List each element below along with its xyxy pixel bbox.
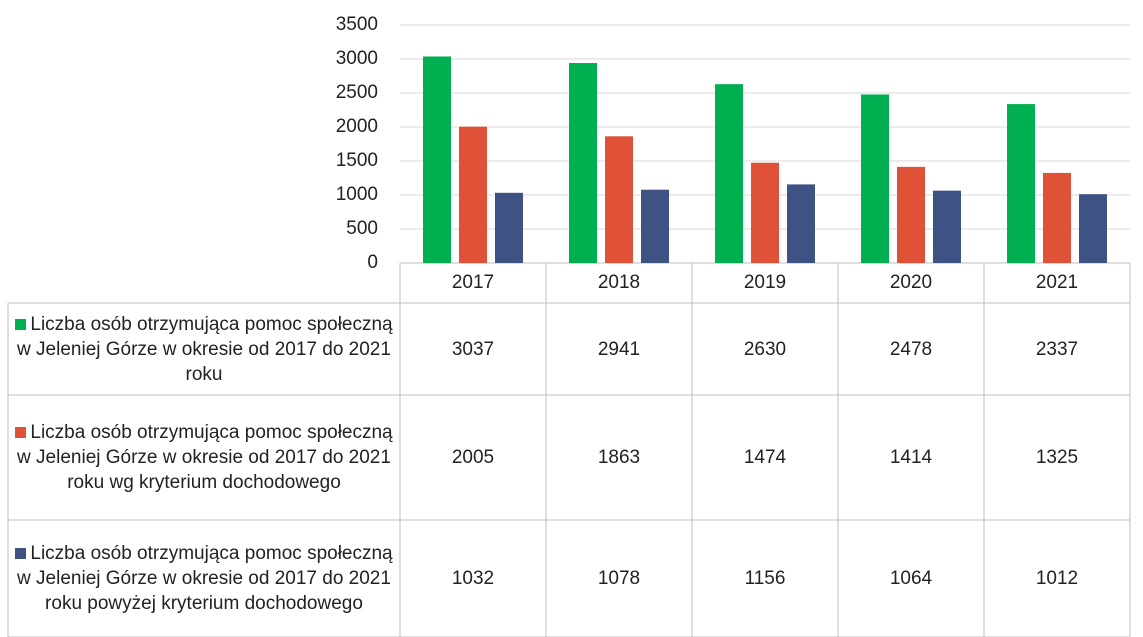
y-tick-label: 1500 <box>336 150 378 171</box>
legend-label: Liczba osób otrzymująca pomoc społeczną … <box>17 543 393 614</box>
legend-entry: Liczba osób otrzymująca pomoc społeczną … <box>14 420 394 495</box>
y-tick-label: 1000 <box>336 184 378 205</box>
bar <box>897 166 925 263</box>
y-tick-label: 2000 <box>336 116 378 137</box>
bar <box>569 63 597 264</box>
legend-label: Liczba osób otrzymująca pomoc społeczną … <box>17 422 393 493</box>
bar <box>787 184 815 263</box>
table-value: 1012 <box>1035 568 1079 589</box>
table-value: 2337 <box>1035 338 1079 360</box>
bar <box>1043 172 1071 263</box>
bar <box>459 126 487 263</box>
bar <box>423 56 451 263</box>
bar <box>605 136 633 263</box>
bar <box>933 190 961 263</box>
table-value: 3037 <box>451 338 495 360</box>
table-value: 2630 <box>743 338 787 360</box>
legend-cell: Liczba osób otrzymująca pomoc społeczną … <box>8 303 400 395</box>
legend-entry: Liczba osób otrzymująca pomoc społeczną … <box>14 312 394 387</box>
x-tick-label: 2021 <box>1036 272 1078 293</box>
table-value: 1078 <box>597 568 641 589</box>
table-value: 1064 <box>889 568 933 589</box>
legend-cell: Liczba osób otrzymująca pomoc społeczną … <box>8 520 400 637</box>
table-value: 1414 <box>889 447 933 468</box>
bar <box>715 84 743 263</box>
legend-cell: Liczba osób otrzymująca pomoc społeczną … <box>8 395 400 520</box>
table-value: 1863 <box>597 447 641 468</box>
legend-entry: Liczba osób otrzymująca pomoc społeczną … <box>14 541 394 616</box>
bar <box>1079 194 1107 263</box>
table-value: 1325 <box>1035 447 1079 468</box>
x-tick-label: 2017 <box>452 272 494 293</box>
legend-label: Liczba osób otrzymująca pomoc społeczną … <box>17 313 393 385</box>
y-tick-label: 500 <box>346 218 378 239</box>
bar <box>1007 104 1035 263</box>
bar <box>641 189 669 263</box>
legend-swatch <box>15 318 27 330</box>
bar <box>751 162 779 263</box>
bar <box>495 192 523 263</box>
y-tick-label: 3000 <box>336 48 378 69</box>
x-tick-label: 2019 <box>744 272 786 293</box>
y-tick-label: 2500 <box>336 82 378 103</box>
x-tick-label: 2018 <box>598 272 640 293</box>
table-value: 1474 <box>743 447 787 468</box>
x-tick-label: 2020 <box>890 272 932 293</box>
table-value: 1156 <box>744 568 786 589</box>
table-value: 2005 <box>451 447 495 468</box>
bar <box>861 94 889 263</box>
y-tick-label: 0 <box>367 252 378 273</box>
table-value: 2478 <box>889 338 933 360</box>
table-value: 1032 <box>451 568 495 589</box>
legend-swatch <box>15 548 27 559</box>
y-tick-label: 3500 <box>336 14 378 35</box>
legend-swatch <box>15 427 27 438</box>
table-value: 2941 <box>597 338 641 360</box>
